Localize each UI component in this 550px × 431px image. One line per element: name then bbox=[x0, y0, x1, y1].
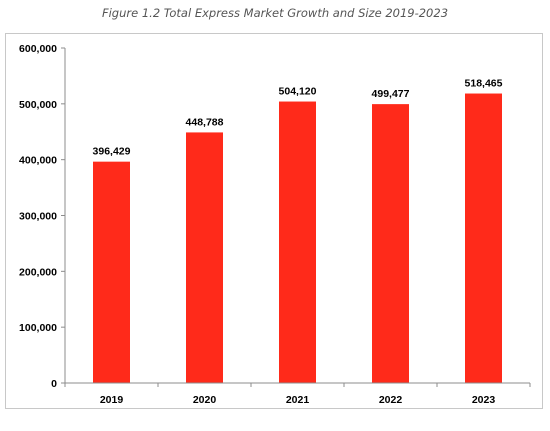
y-tick-label: 100,000 bbox=[19, 322, 57, 334]
bar-2020 bbox=[186, 132, 223, 383]
y-tick-label: 500,000 bbox=[19, 99, 57, 111]
data-label-2023: 518,465 bbox=[465, 78, 503, 90]
data-label-2019: 396,429 bbox=[93, 146, 131, 158]
y-tick-label: 0 bbox=[51, 378, 57, 390]
x-tick-label: 2022 bbox=[379, 394, 403, 406]
y-axis-ticks: 0 100,000 200,000 300,000 400,000 500,000 600,… bbox=[19, 43, 65, 390]
bar-series: 396,429 448,788 504,120 499,477 518,465 bbox=[93, 78, 503, 384]
x-tick-label: 2020 bbox=[193, 394, 217, 406]
x-axis-ticks: 2019 2020 2021 2022 2023 bbox=[64, 383, 531, 406]
y-tick-label: 600,000 bbox=[19, 43, 57, 55]
bar-2023 bbox=[465, 93, 502, 383]
x-tick-label: 2023 bbox=[472, 394, 496, 406]
figure-caption: Figure 1.2 Total Express Market Growth a… bbox=[101, 6, 449, 20]
data-label-2020: 448,788 bbox=[186, 116, 224, 128]
y-tick-label: 200,000 bbox=[19, 266, 57, 278]
bar-2022 bbox=[372, 104, 409, 384]
data-label-2021: 504,120 bbox=[279, 86, 317, 98]
x-tick-label: 2019 bbox=[100, 394, 124, 406]
axes bbox=[64, 48, 530, 384]
bar-2021 bbox=[279, 101, 316, 384]
y-tick-label: 400,000 bbox=[19, 155, 57, 167]
y-tick-label: 300,000 bbox=[19, 211, 57, 223]
x-tick-label: 2021 bbox=[286, 394, 310, 406]
data-label-2022: 499,477 bbox=[372, 88, 410, 100]
bar-2019 bbox=[93, 161, 130, 383]
